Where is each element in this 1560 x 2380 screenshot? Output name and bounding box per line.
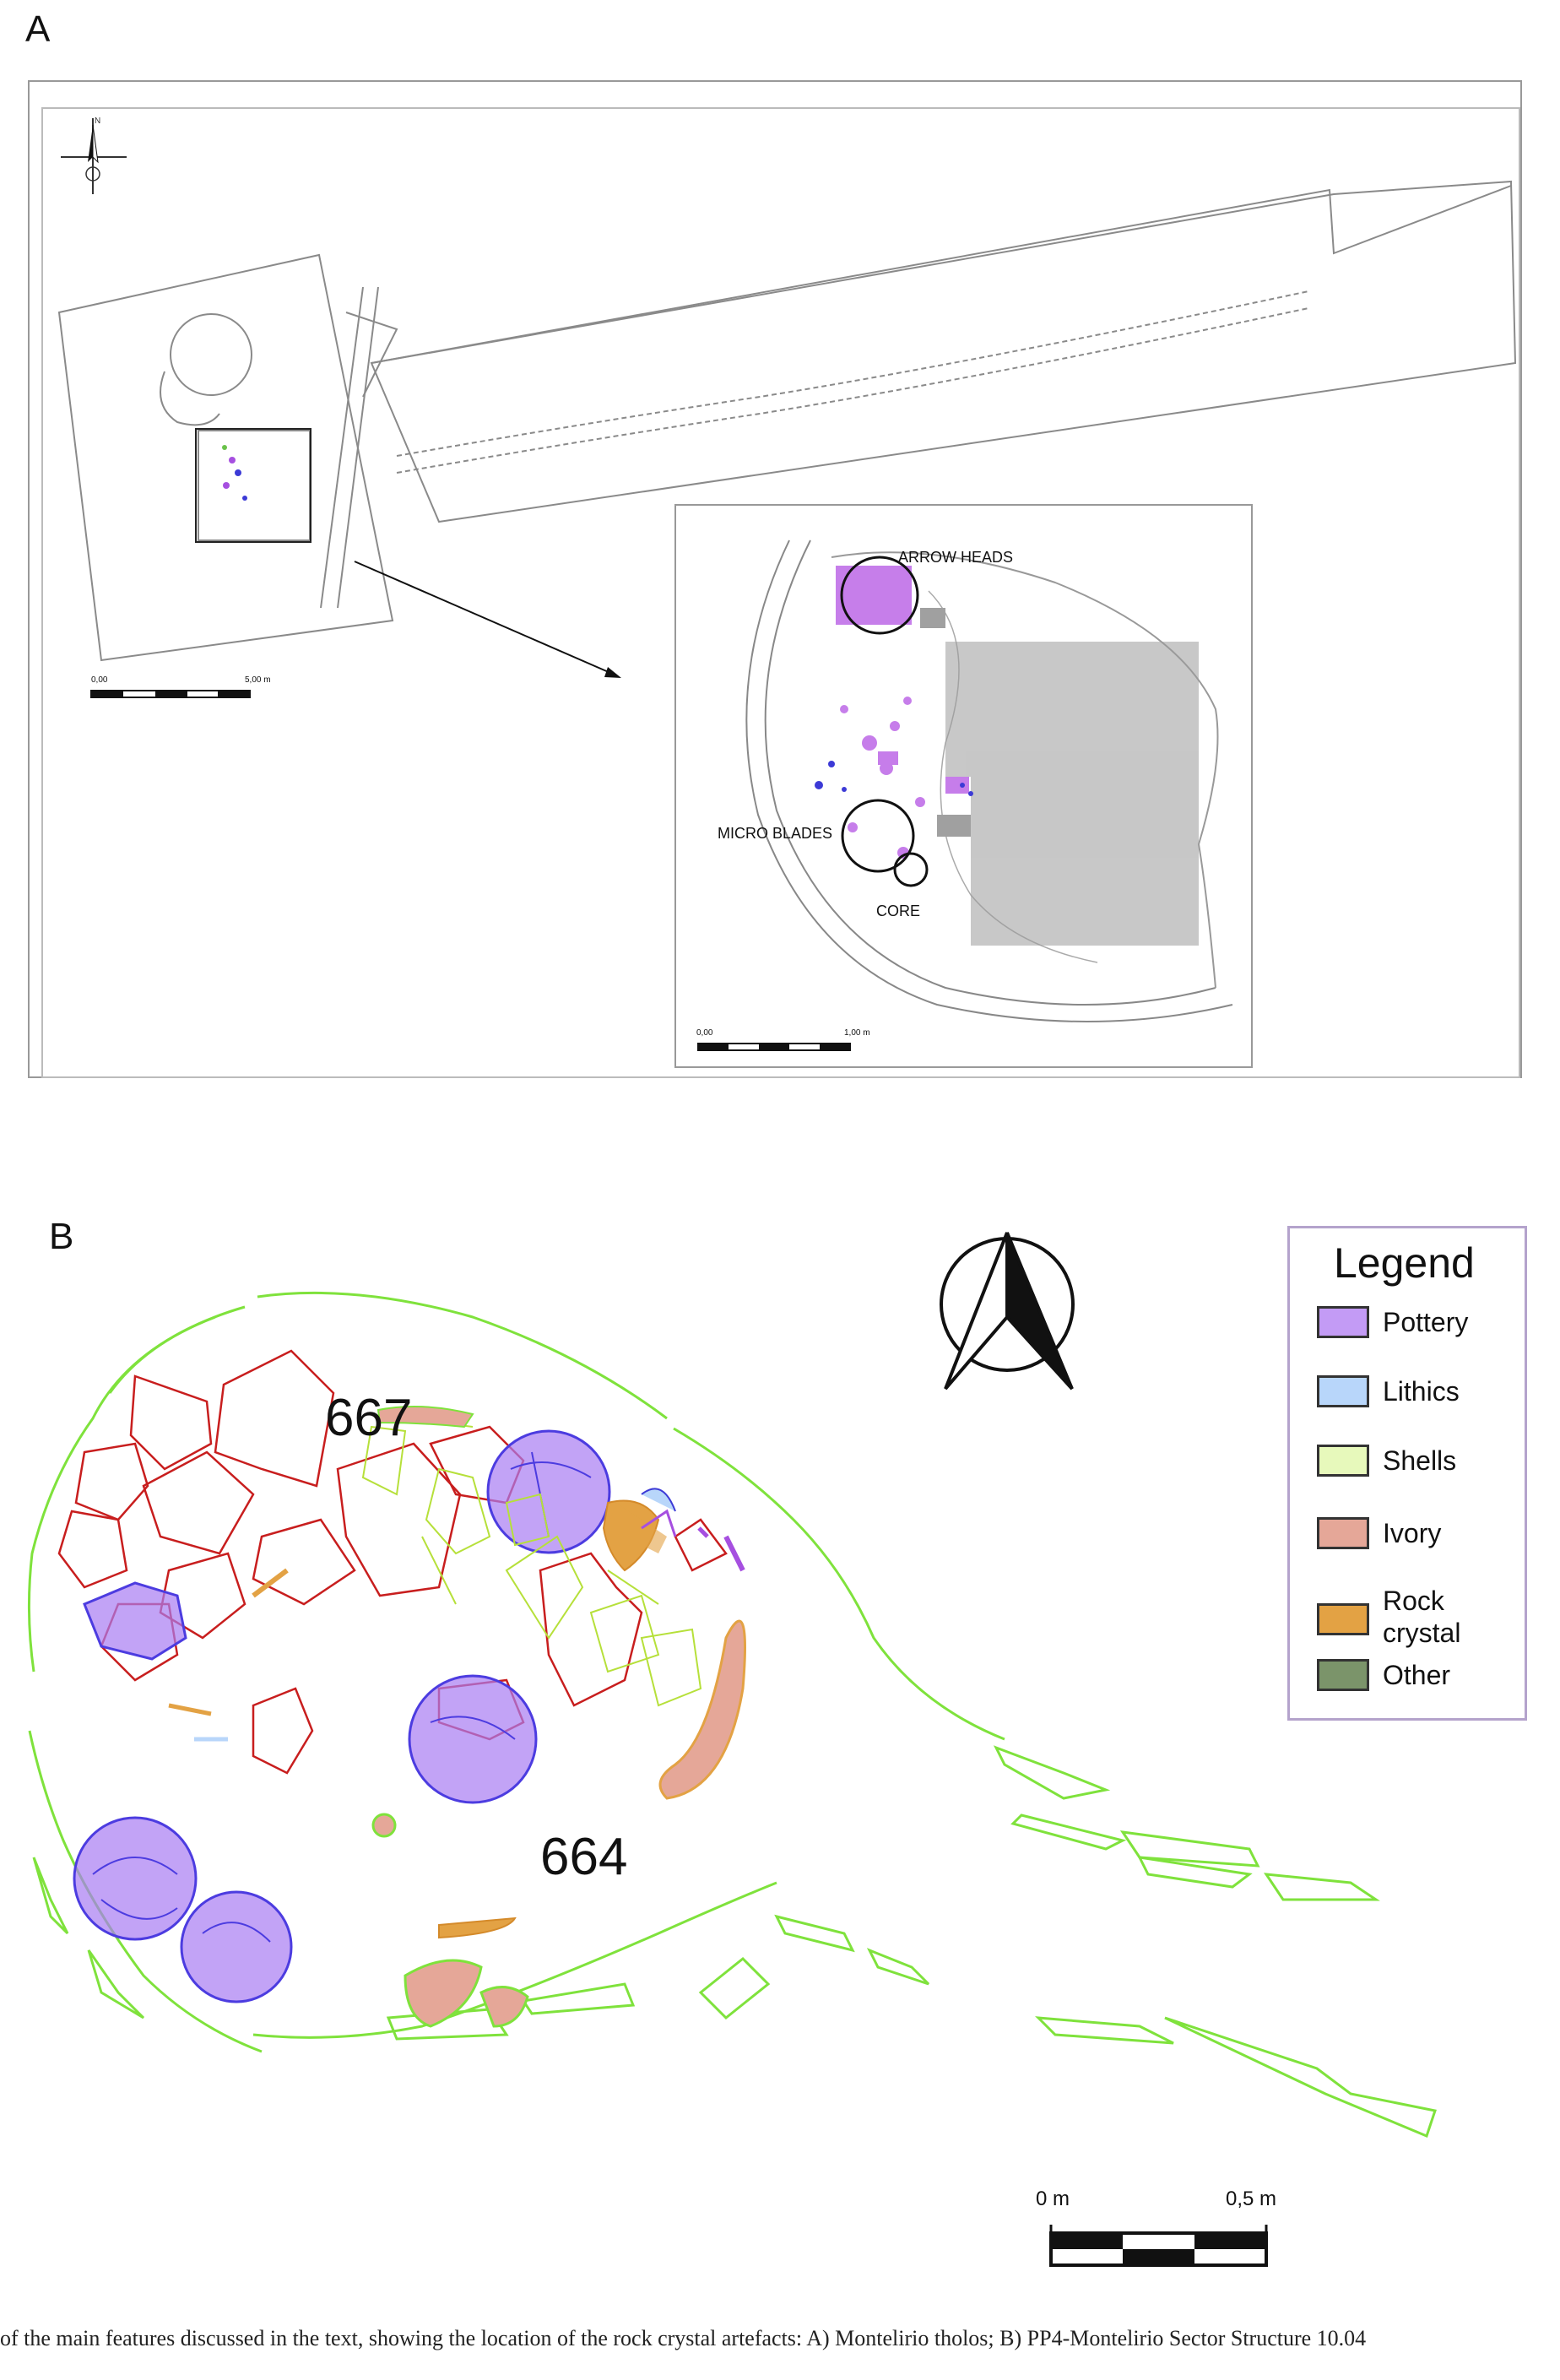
main-scale-end: 5,00 m bbox=[245, 675, 271, 685]
shell-stone-ring bbox=[27, 1291, 1437, 2139]
panel-b-map: 667 664 0 m 0,5 m bbox=[27, 1232, 1437, 2267]
lithic-fragment bbox=[641, 1488, 676, 1512]
legend-item-rock-crystal: Rock crystal bbox=[1317, 1585, 1519, 1652]
pottery-vessel bbox=[180, 1890, 293, 2003]
callout-arrow-heads: ARROW HEADS bbox=[898, 549, 1013, 566]
legend-swatch bbox=[1317, 1659, 1369, 1691]
legend-item-shells: Shells bbox=[1317, 1445, 1519, 1487]
legend-item-pottery: Pottery bbox=[1317, 1306, 1519, 1348]
panel-b: B bbox=[0, 1098, 1560, 2322]
panel-b-scale-bar: 0 m 0,5 m bbox=[1036, 2188, 1276, 2267]
callout-core: CORE bbox=[876, 903, 920, 919]
ivory-fragment bbox=[479, 1986, 529, 2028]
inset-scale-start: 0,00 bbox=[696, 1028, 713, 1038]
panel-b-letter: B bbox=[49, 1216, 74, 1257]
callout-micro-blades: MICRO BLADES bbox=[718, 825, 832, 842]
arrow-heads-circle bbox=[840, 556, 919, 635]
ivory-fragment-667 bbox=[376, 1406, 474, 1429]
pottery-vessel-667 bbox=[486, 1429, 611, 1554]
panel-b-scale-start: 0 m bbox=[1036, 2188, 1070, 2210]
tholos-plan bbox=[57, 180, 1517, 662]
inset-pointer-arrowhead bbox=[604, 667, 621, 678]
panel-a-letter: A bbox=[25, 8, 51, 50]
north-arrow-icon: N bbox=[61, 117, 127, 194]
rock-crystal-blade bbox=[438, 1916, 517, 1939]
inset-scale-bar: 0,00 1,00 m bbox=[696, 1028, 870, 1051]
inset-pointer-line bbox=[354, 561, 617, 676]
legend-title: Legend bbox=[1334, 1239, 1475, 1287]
legend-label: Shells bbox=[1383, 1445, 1457, 1476]
legend-swatch bbox=[1317, 1445, 1369, 1477]
legend-label: Lithics bbox=[1383, 1376, 1460, 1407]
legend-item-other: Other bbox=[1317, 1659, 1519, 1701]
excavation-area-outline bbox=[57, 253, 394, 662]
panel-a-map: N bbox=[28, 80, 1522, 1078]
pottery-vessel-664 bbox=[408, 1674, 538, 1804]
legend-label: Rock crystal bbox=[1383, 1586, 1461, 1648]
panel-a: A N bbox=[0, 0, 1560, 1098]
pottery-vessel bbox=[83, 1581, 187, 1661]
north-arrow-icon bbox=[940, 1232, 1075, 1391]
inset-locator-artifacts bbox=[222, 445, 247, 501]
pottery-vessel bbox=[73, 1816, 198, 1941]
panel-b-scale-end: 0,5 m bbox=[1226, 2188, 1276, 2210]
map-frame-inner bbox=[41, 107, 1520, 1078]
figure-caption: of the main features discussed in the te… bbox=[0, 2326, 1367, 2350]
inset-locator-box bbox=[195, 428, 311, 543]
main-scale-bar: 0,00 5,00 m bbox=[90, 675, 271, 698]
ivory-bead bbox=[371, 1813, 397, 1838]
legend-item-lithics: Lithics bbox=[1317, 1375, 1519, 1418]
legend-label: Other bbox=[1383, 1660, 1451, 1690]
core-circle bbox=[893, 852, 929, 887]
legend-swatch bbox=[1317, 1375, 1369, 1407]
micro-blades-circle bbox=[841, 799, 915, 873]
legend-swatch bbox=[1317, 1603, 1369, 1635]
legend-label: Pottery bbox=[1383, 1307, 1469, 1337]
ivory-fragment bbox=[404, 1959, 483, 2028]
legend-item-ivory: Ivory bbox=[1317, 1517, 1519, 1559]
legend-label: Ivory bbox=[1383, 1518, 1442, 1548]
ivory-and-crystal bbox=[168, 1406, 746, 2028]
svg-text:N: N bbox=[95, 117, 100, 126]
structure-label-664: 664 bbox=[540, 1828, 627, 1886]
pottery-vessels bbox=[73, 1429, 611, 2003]
main-scale-start: 0,00 bbox=[91, 675, 108, 685]
legend: Legend Pottery Lithics Shells Ivory Rock… bbox=[1287, 1226, 1527, 1721]
ivory-tusk bbox=[658, 1619, 746, 1800]
legend-swatch bbox=[1317, 1517, 1369, 1549]
inset-plan bbox=[745, 539, 1233, 1022]
structure-label-667: 667 bbox=[325, 1389, 412, 1447]
legend-swatch bbox=[1317, 1306, 1369, 1338]
inset-scale-end: 1,00 m bbox=[844, 1028, 870, 1038]
